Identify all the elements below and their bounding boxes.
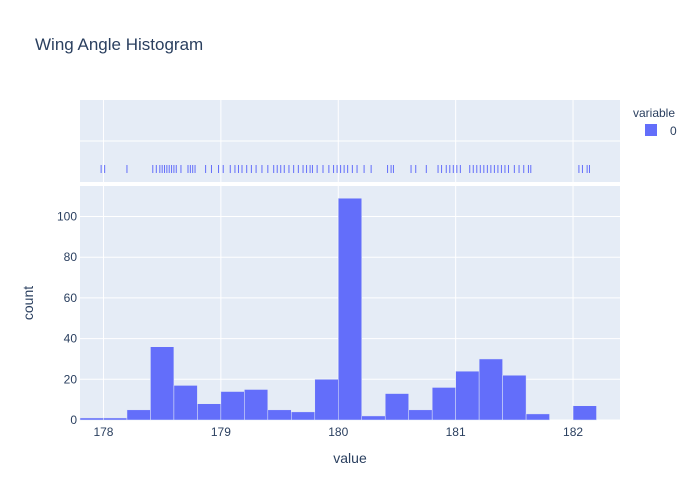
histogram-bar[interactable] (408, 409, 433, 421)
histogram-bar[interactable] (291, 411, 316, 421)
legend[interactable]: variable 0 (633, 106, 677, 138)
x-tick-label: 180 (328, 425, 348, 439)
axis-ticks: 178 179 180 181 182 0 20 40 60 80 100 (57, 210, 583, 439)
histogram-bar[interactable] (197, 403, 222, 421)
histogram-bar[interactable] (572, 405, 597, 421)
histogram-bar[interactable] (150, 346, 175, 421)
histogram-bar[interactable] (173, 385, 198, 421)
histogram-bar[interactable] (338, 197, 362, 421)
histogram-bar[interactable] (220, 391, 245, 421)
histogram-bar[interactable] (384, 393, 409, 421)
x-tick-label: 182 (563, 425, 583, 439)
y-tick-label: 60 (64, 291, 78, 305)
x-axis-label: value (333, 450, 367, 466)
legend-title: variable (633, 106, 675, 120)
x-tick-label: 178 (93, 425, 113, 439)
histogram-bar[interactable] (244, 389, 269, 421)
legend-item-label: 0 (670, 124, 677, 138)
x-tick-label: 179 (211, 425, 231, 439)
histogram-bar[interactable] (478, 358, 503, 421)
y-tick-label: 80 (64, 250, 78, 264)
histogram-bar[interactable] (314, 379, 339, 421)
histogram-bars (79, 197, 597, 421)
legend-swatch-0[interactable] (645, 124, 657, 136)
rug-marks (100, 165, 590, 173)
y-tick-label: 100 (57, 210, 77, 224)
histogram-bar[interactable] (126, 409, 151, 421)
histogram-bar[interactable] (431, 387, 456, 421)
y-axis-label: count (20, 286, 36, 320)
histogram-bar[interactable] (79, 417, 104, 421)
x-tick-label: 181 (446, 425, 466, 439)
histogram-bar[interactable] (502, 374, 527, 421)
histogram-bar[interactable] (455, 370, 480, 421)
histogram-bar[interactable] (361, 415, 386, 421)
histogram-bar[interactable] (103, 417, 128, 421)
histogram-bar[interactable] (267, 409, 292, 421)
chart-title: Wing Angle Histogram (35, 35, 203, 54)
y-tick-label: 40 (64, 332, 78, 346)
y-tick-label: 20 (64, 372, 78, 386)
histogram-bar[interactable] (525, 413, 550, 421)
y-tick-label: 0 (70, 413, 77, 427)
